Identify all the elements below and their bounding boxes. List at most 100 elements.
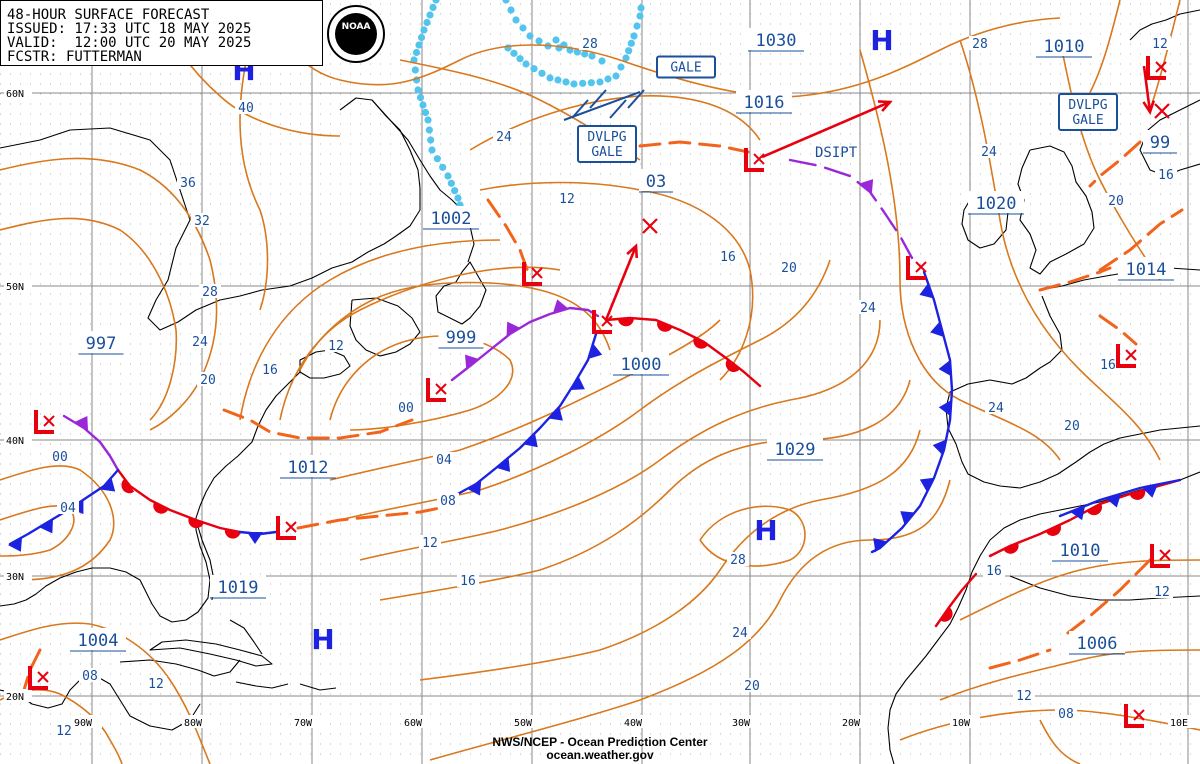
- pressure-label: 99: [1150, 133, 1170, 153]
- isobar-label: 04: [60, 501, 76, 516]
- isobar-label: 00: [52, 450, 68, 465]
- longitude-label: 10E: [1170, 718, 1188, 729]
- isobar-label: 08: [440, 494, 456, 509]
- pressure-label: 03: [646, 172, 666, 192]
- isobar-label: 16: [986, 564, 1002, 579]
- isobar-label: 16: [720, 250, 736, 265]
- isobar-label: 24: [981, 145, 997, 160]
- valid-time: VALID: 12:00 UTC 20 MAY 2025: [7, 35, 252, 51]
- dissipating-label: DSIPT: [815, 145, 858, 161]
- low-pressure-center: [592, 310, 613, 334]
- longitude-label: 80W: [184, 718, 203, 729]
- isobar-label: 16: [460, 574, 476, 589]
- isobar-label: 12: [422, 536, 438, 551]
- latitude-label: 50N: [6, 282, 24, 293]
- high-pressure-center: H: [870, 24, 893, 57]
- noaa-logo-text: NOAA: [341, 22, 371, 32]
- issued-time: ISSUED: 17:33 UTC 18 MAY 2025: [7, 21, 252, 37]
- storm-track-arrow: [604, 245, 638, 321]
- pressure-label: 1012: [288, 458, 329, 478]
- warning-label: GALE: [1072, 113, 1103, 128]
- low-pressure-center: [1146, 56, 1167, 80]
- longitude-label: 40W: [624, 718, 643, 729]
- isobar-label: 12: [1154, 585, 1170, 600]
- pressure-label: 1010: [1060, 541, 1101, 561]
- isobar-label: 28: [582, 37, 598, 52]
- longitude-label: 30W: [732, 718, 751, 729]
- forecaster: FCSTR: FUTTERMAN: [7, 49, 142, 65]
- isobar-label: 12: [148, 677, 164, 692]
- x-marker: [1154, 103, 1170, 119]
- low-pressure-center: [34, 410, 55, 434]
- isobar-label: 20: [744, 679, 760, 694]
- isobar-label: 24: [192, 335, 208, 350]
- warning-label: DVLPG: [587, 130, 626, 145]
- latitude-label: 40N: [6, 436, 24, 447]
- pressure-label: 1006: [1077, 634, 1118, 654]
- isobar-label: 08: [1058, 707, 1074, 722]
- longitude-label: 50W: [514, 718, 533, 729]
- storm-track-arrow: [761, 100, 891, 159]
- footer-credit: NWS/NCEP - Ocean Prediction Center: [492, 735, 708, 749]
- ice-edge: [410, 0, 645, 209]
- isobar-label: 20: [200, 373, 216, 388]
- isobar-label: 08: [82, 669, 98, 684]
- isobar-label: 32: [194, 214, 210, 229]
- pressure-label: 1000: [621, 355, 662, 375]
- low-pressure-center: [426, 378, 447, 402]
- isobar-label: 04: [436, 453, 452, 468]
- isobar-label: 00: [398, 401, 414, 416]
- warning-label: DVLPG: [1068, 98, 1107, 113]
- isobar-label: 16: [1158, 168, 1174, 183]
- high-pressure-center: H: [311, 623, 334, 656]
- low-pressure-center: [28, 666, 49, 690]
- footer-url: ocean.weather.gov: [546, 748, 654, 762]
- isobar-label: 12: [56, 724, 72, 739]
- isobar-label: 12: [1152, 37, 1168, 52]
- isobar-label: 12: [559, 192, 575, 207]
- isobar-label: 28: [730, 553, 746, 568]
- low-pressure-center: [276, 516, 297, 540]
- pressure-label: 1029: [775, 440, 816, 460]
- longitude-label: 10W: [952, 718, 971, 729]
- coastlines: [0, 9, 1200, 764]
- warning-label: GALE: [670, 61, 701, 76]
- isobar-label: 12: [328, 339, 344, 354]
- isobar-label: 24: [860, 301, 876, 316]
- isobar-label: 24: [732, 626, 748, 641]
- pressure-label: 1014: [1126, 260, 1167, 280]
- latitude-label: 60N: [6, 89, 24, 100]
- storm-track-arrow: [1142, 65, 1152, 113]
- isobar-label: 28: [202, 285, 218, 300]
- pressure-label: 1030: [756, 31, 797, 51]
- isobar-label: 40: [238, 101, 254, 116]
- low-pressure-center: [1150, 544, 1171, 568]
- high-pressure-center: H: [754, 514, 777, 547]
- isobar-label: 16: [1100, 358, 1116, 373]
- longitude-label: 70W: [294, 718, 313, 729]
- isobar-label: 24: [988, 401, 1004, 416]
- isobar-label: 12: [1016, 689, 1032, 704]
- isobar-label: 20: [1108, 194, 1124, 209]
- isobar-label: 36: [180, 176, 196, 191]
- longitude-label: 90W: [74, 718, 93, 729]
- pressure-label: 1016: [744, 93, 785, 113]
- pressure-label: 1020: [976, 194, 1017, 214]
- warning-label: GALE: [591, 145, 622, 160]
- low-pressure-center: [906, 256, 927, 280]
- forecast-title: 48-HOUR SURFACE FORECAST: [7, 7, 210, 23]
- pressure-label: 997: [86, 334, 117, 354]
- low-pressure-center: [522, 262, 543, 286]
- noaa-logo: NOAA: [327, 5, 385, 63]
- isobar-label: 20: [1064, 419, 1080, 434]
- latitude-label: 20N: [6, 692, 24, 703]
- isobar-label: 20: [781, 261, 797, 276]
- pressure-label: 1019: [218, 578, 259, 598]
- longitude-label: 20W: [842, 718, 861, 729]
- low-pressure-center: [744, 148, 765, 172]
- isobar-label: 24: [496, 130, 512, 145]
- low-pressure-center: [1116, 344, 1137, 368]
- isobar-label: 16: [262, 363, 278, 378]
